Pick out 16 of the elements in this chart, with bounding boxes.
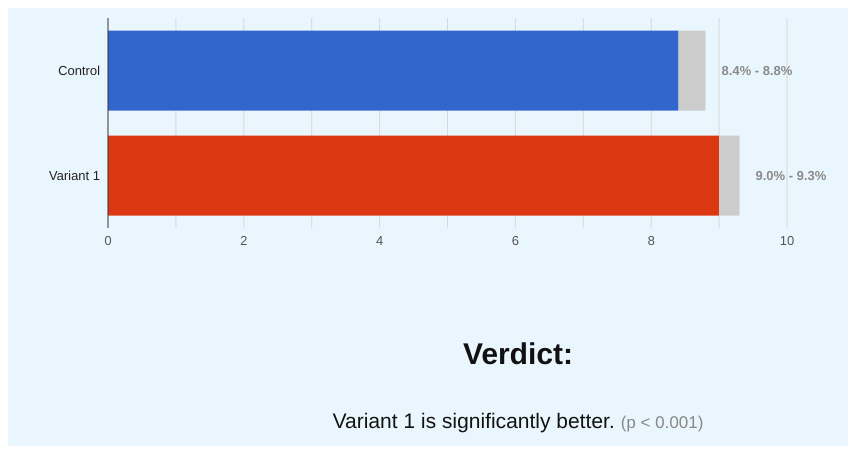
x-tick-label: 8 xyxy=(648,233,655,248)
text: (p < 0.001) xyxy=(620,413,704,432)
bar xyxy=(678,30,706,111)
x-tick-label: 6 xyxy=(512,233,520,248)
x-tick-label: 10 xyxy=(780,233,794,248)
text: Variant 1 is significantly better. xyxy=(332,410,615,433)
x-tick-label: 4 xyxy=(376,233,384,248)
x-tick-label: 2 xyxy=(240,233,248,248)
y-tick-label: Variant 1 xyxy=(48,168,100,184)
x-tick-label: 0 xyxy=(104,233,112,248)
annotation: 9.0% - 9.3% xyxy=(755,168,827,183)
text: Verdict: xyxy=(462,338,574,372)
y-tick-label: Control xyxy=(58,63,100,78)
bar xyxy=(108,30,678,111)
annotation: 8.4% - 8.8% xyxy=(722,63,793,78)
bar xyxy=(108,136,720,216)
